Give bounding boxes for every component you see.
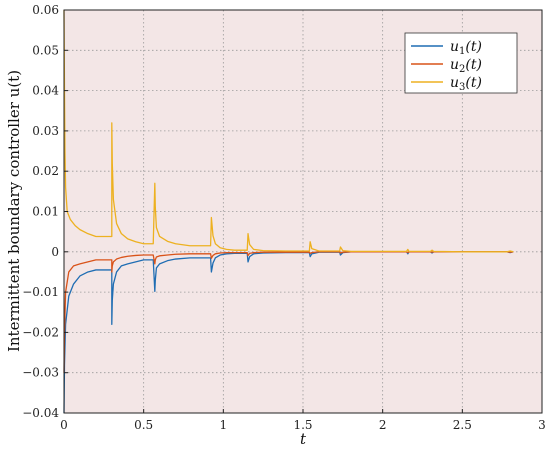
series-lines [63, 9, 514, 414]
y-tick-label: −0.02 [22, 325, 59, 339]
y-tick-label: 0.02 [32, 164, 59, 178]
x-tick-label: 1 [220, 418, 228, 432]
legend-box [404, 32, 518, 94]
y-tick-label: 0.01 [32, 205, 59, 219]
y-tick-label: −0.03 [22, 366, 59, 380]
x-tick-label: 2 [379, 418, 387, 432]
x-tick-label: 0.5 [134, 418, 153, 432]
legend-label: u3(t) [450, 75, 482, 93]
axis-ticks: 0 0.5 1 1.5 2 2.5 3 −0.04 −0.03 −0.02 −0.01 0 0.01 0.… [22, 3, 546, 432]
y-tick-label: −0.04 [22, 406, 59, 420]
x-axis-label: t [300, 430, 307, 448]
legend: u1(t)u2(t)u3(t) [404, 32, 518, 94]
y-tick-label: −0.01 [22, 285, 59, 299]
series-line-3 [63, 9, 514, 253]
legend-label: u2(t) [450, 57, 482, 75]
x-tick-label: 0 [60, 418, 68, 432]
y-tick-label: 0.04 [32, 84, 59, 98]
y-tick-label: 0.03 [32, 124, 59, 138]
y-tick-label: 0.05 [32, 43, 59, 57]
y-tick-label: 0.06 [32, 3, 59, 17]
y-tick-label: 0 [51, 245, 59, 259]
x-tick-label: 2.5 [453, 418, 472, 432]
y-axis-label: Intermittent boundary controller u(t) [5, 70, 23, 352]
x-tick-label: 3 [538, 418, 546, 432]
grid-lines [64, 10, 542, 413]
legend-label: u1(t) [450, 39, 482, 57]
x-tick-label: 1.5 [293, 418, 312, 432]
